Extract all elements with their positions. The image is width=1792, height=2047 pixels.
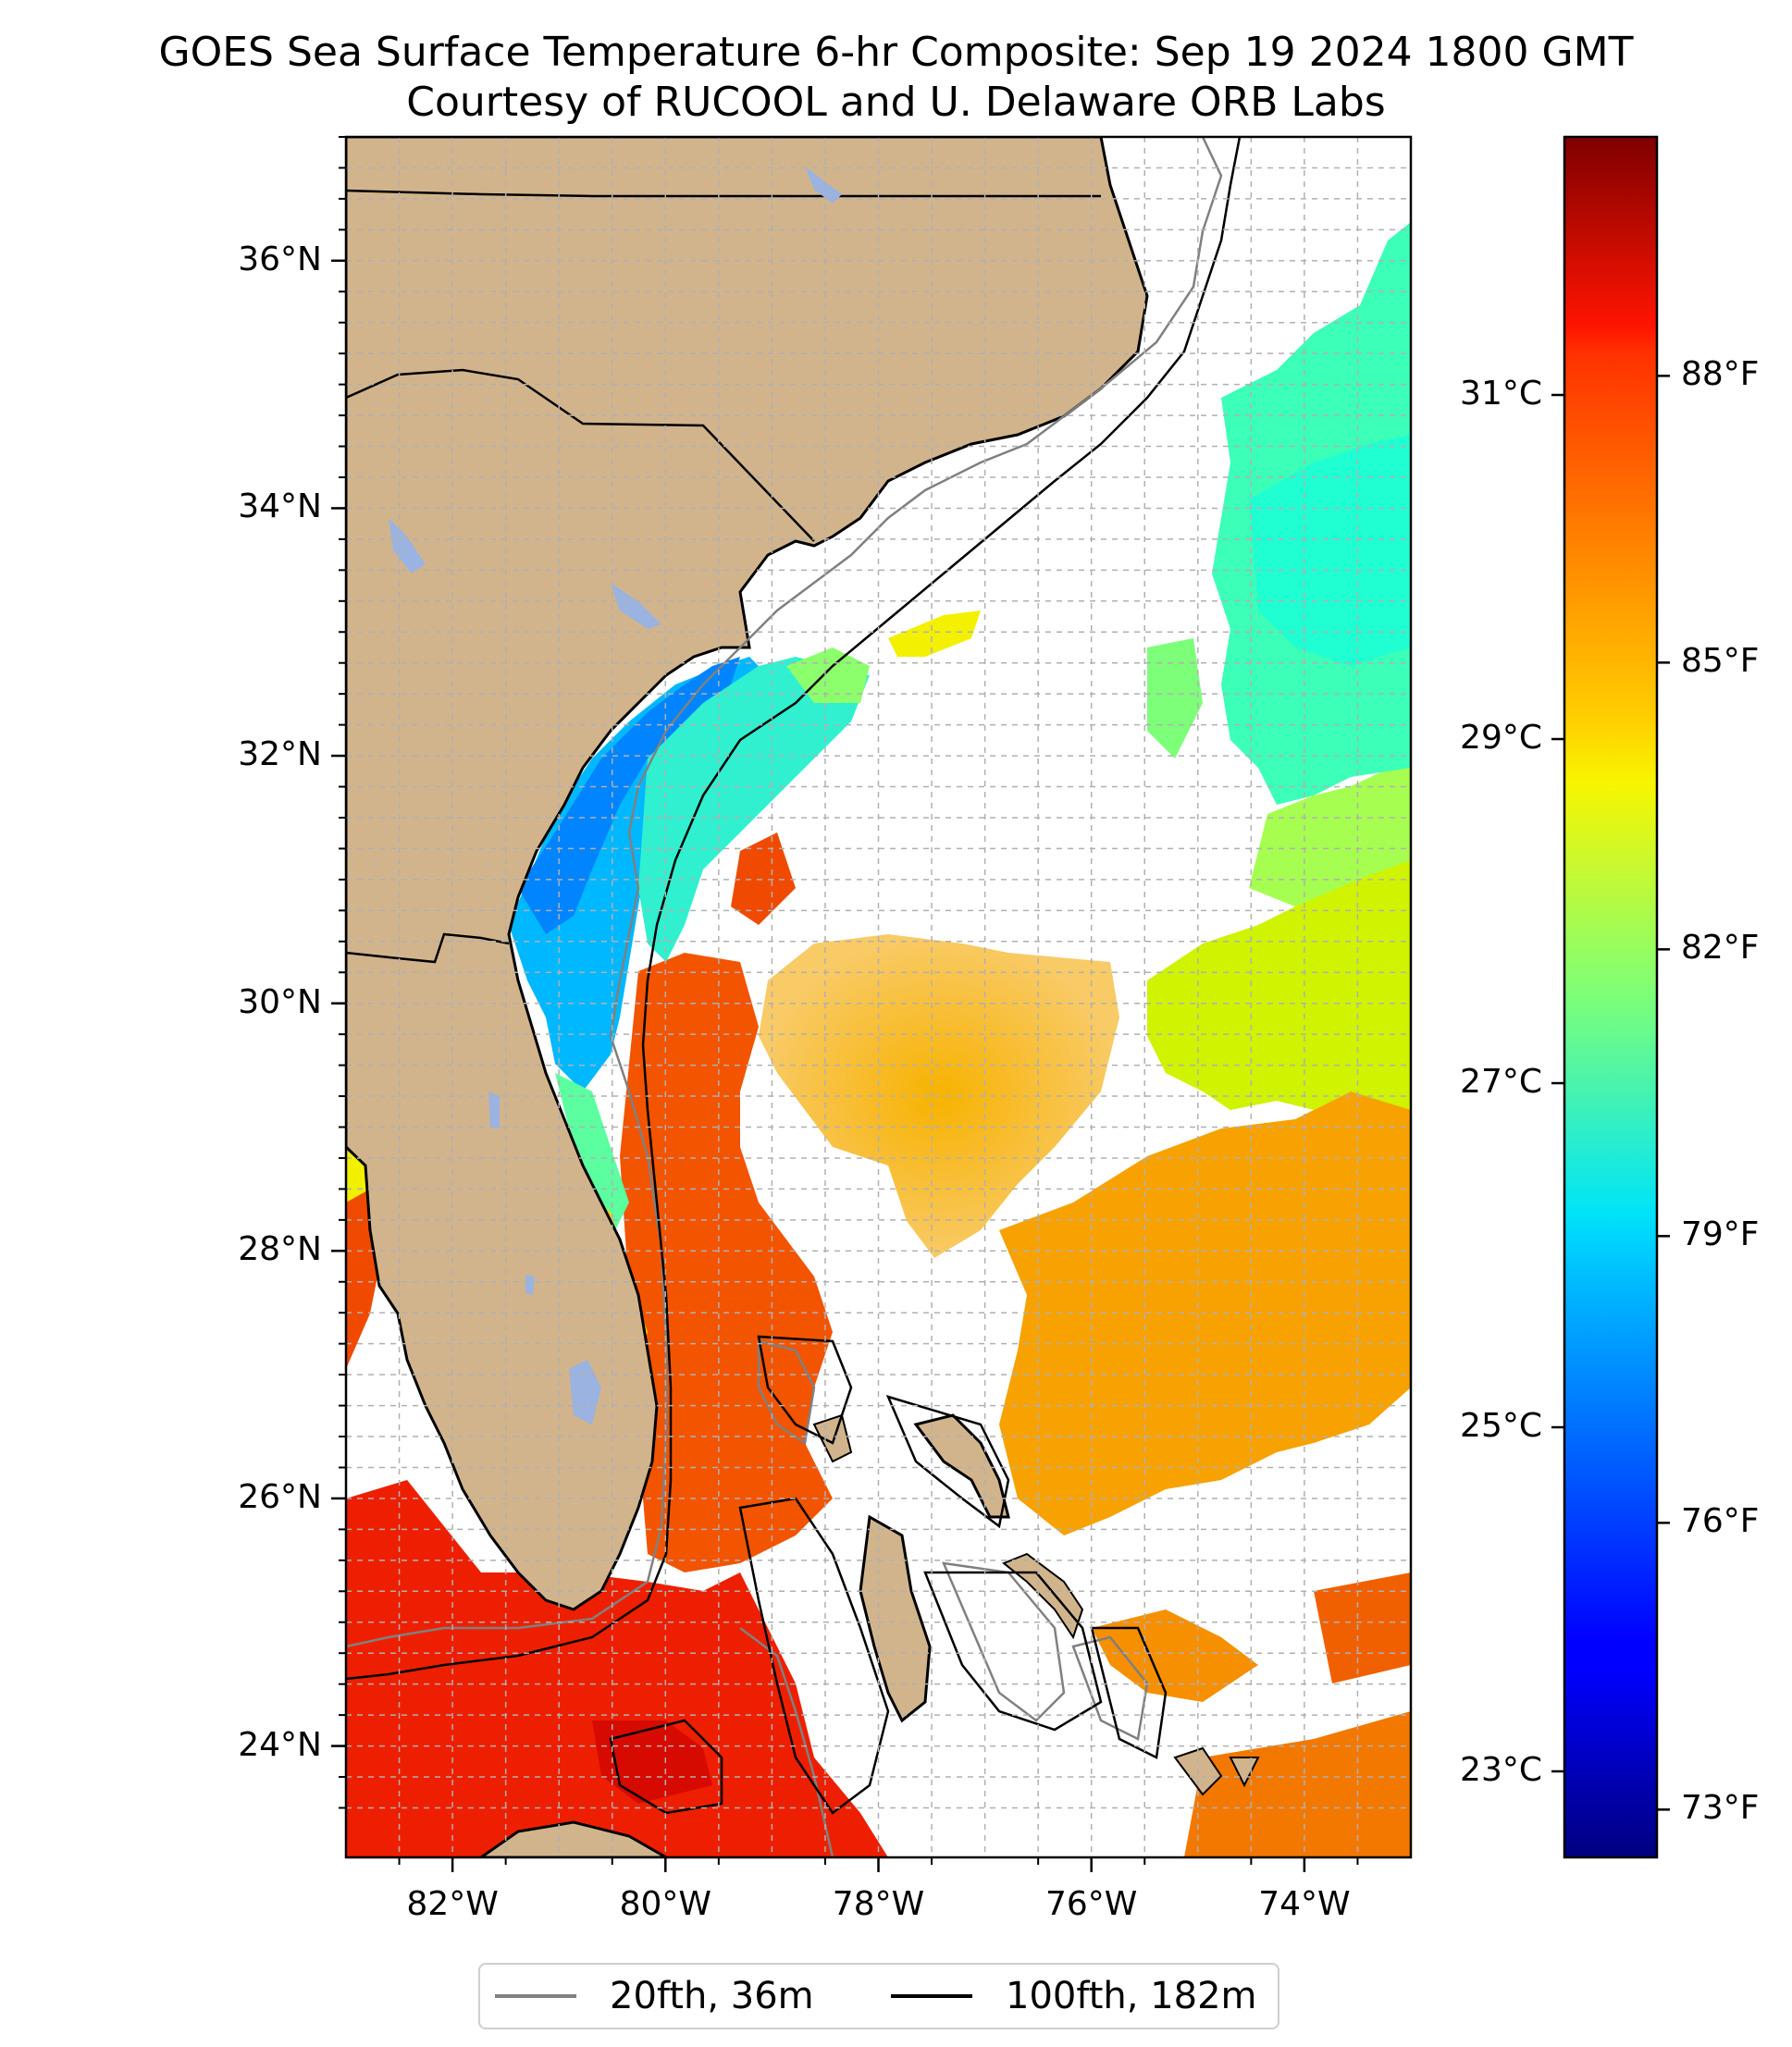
- fahrenheit-label: 73°F: [1681, 1789, 1760, 1828]
- lat-label: 32°N: [238, 735, 322, 774]
- gridlines: [346, 137, 1411, 1857]
- legend-label-100fth: 100fth, 182m: [1006, 1975, 1257, 2017]
- lat-label: 26°N: [238, 1477, 322, 1516]
- legend-swatch-20fth: [495, 1994, 576, 1998]
- isobath-100fth: [346, 137, 1242, 1815]
- colorbar: [1563, 135, 1659, 1859]
- colorbar-ticks: [1551, 375, 1670, 1811]
- legend-swatch-100fth: [891, 1994, 972, 1998]
- lon-label: 76°W: [1044, 1885, 1138, 1923]
- lat-label: 28°N: [238, 1230, 322, 1269]
- celsius-label: 25°C: [1460, 1407, 1542, 1445]
- axis-ticks: [331, 136, 1359, 1872]
- fahrenheit-label: 85°F: [1681, 642, 1760, 681]
- lat-label: 30°N: [238, 982, 322, 1021]
- lon-label: 80°W: [619, 1885, 711, 1923]
- legend-item-20fth: 20fth, 36m: [495, 1975, 814, 2017]
- legend-item-100fth: 100fth, 182m: [891, 1975, 1257, 2017]
- fahrenheit-label: 88°F: [1681, 355, 1760, 394]
- fahrenheit-label: 79°F: [1681, 1215, 1760, 1254]
- lat-label: 36°N: [238, 240, 322, 278]
- land: [346, 137, 1260, 1857]
- fahrenheit-label: 76°F: [1681, 1502, 1760, 1541]
- celsius-label: 31°C: [1460, 375, 1542, 413]
- legend-label-20fth: 20fth, 36m: [610, 1975, 814, 2017]
- celsius-label: 23°C: [1460, 1751, 1542, 1789]
- map-subtitle: Courtesy of RUCOOL and U. Delaware ORB L…: [406, 79, 1386, 126]
- celsius-label: 29°C: [1460, 719, 1542, 757]
- lon-label: 78°W: [832, 1885, 925, 1923]
- map-title: GOES Sea Surface Temperature 6-hr Compos…: [158, 29, 1634, 76]
- celsius-label: 27°C: [1460, 1063, 1542, 1101]
- lat-label: 24°N: [238, 1725, 322, 1764]
- lon-label: 82°W: [406, 1885, 499, 1923]
- map-frame: [346, 137, 1411, 1857]
- lon-label: 74°W: [1258, 1885, 1351, 1923]
- fahrenheit-label: 82°F: [1681, 929, 1760, 968]
- lat-label: 34°N: [238, 487, 322, 526]
- map-legend: 20fth, 36m 100fth, 182m: [478, 1963, 1279, 2029]
